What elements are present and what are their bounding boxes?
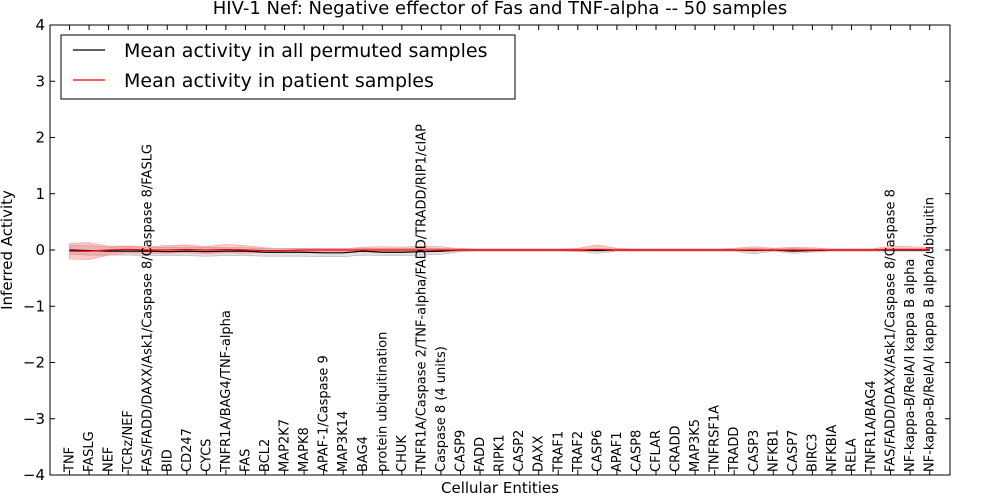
category-label: MAP3K5 [688, 419, 703, 472]
category-label: TRADD [727, 427, 742, 473]
category-label: TNFR1A/BAG4/TNF-alpha [219, 310, 234, 473]
category-label: CRADD [669, 426, 684, 473]
category-label: MAPK8 [297, 427, 312, 472]
category-label: CFLAR [649, 430, 664, 472]
category-label: BID [160, 449, 175, 472]
category-label: BCL2 [258, 439, 273, 472]
category-label: NEF [102, 447, 117, 472]
y-tick-label: 2 [35, 129, 45, 147]
category-label: NF-kappa-B/RelA/I kappa B alpha [903, 259, 918, 472]
legend-entry-2: Mean activity in patient samples [124, 70, 434, 92]
category-label: CASP8 [629, 430, 644, 472]
chart-title: HIV-1 Nef: Negative effector of Fas and … [213, 0, 788, 19]
category-label: APAF-1/Caspase 9 [317, 355, 332, 472]
category-label: CASP7 [786, 430, 801, 472]
category-label: TCRz/NEF [121, 410, 136, 473]
y-tick-label: 4 [35, 16, 45, 34]
category-label: CHUK [395, 435, 410, 472]
category-label: NF-kappa-B/RelA/I kappa B alpha/ubiquiti… [923, 197, 938, 472]
category-label: FAS [238, 449, 253, 472]
category-label: FAS/FADD/DAXX/Ask1/Caspase 8/Caspase 8 [884, 189, 899, 472]
category-label: NFKBIA [825, 425, 840, 472]
category-label: TNFR1A/BAG4 [864, 380, 879, 473]
y-tick-label: −1 [23, 297, 45, 315]
category-label: CD247 [180, 428, 195, 472]
y-tick-label: 3 [35, 72, 45, 90]
plot-area: 4 3 2 1 0 −1 −2 −3 −4 TNF FASLG NEF TCRz/NEF FAS/FADD… [23, 16, 951, 484]
category-label: MAP2K7 [278, 419, 293, 472]
category-label: Caspase 8 (4 units) [434, 346, 449, 472]
series-line-2 [69, 248, 930, 252]
category-label: NFKB1 [766, 429, 781, 472]
category-label: CASP3 [747, 430, 762, 472]
y-tick-label: 1 [35, 185, 45, 203]
category-label: CASP9 [454, 430, 469, 472]
category-label: MAP3K14 [336, 411, 351, 472]
y-tick-label: −4 [23, 466, 45, 484]
category-label: APAF1 [610, 431, 625, 472]
legend-entry-1: Mean activity in all permuted samples [124, 40, 487, 62]
category-label: BIRC3 [805, 434, 820, 473]
legend-box [60, 34, 516, 100]
x-axis-label: Cellular Entities [441, 479, 559, 497]
y-tick-label: 0 [35, 241, 45, 259]
category-label: FASLG [82, 431, 97, 472]
category-label: TNFRSF1A [708, 405, 723, 473]
category-label: protein ubiquitination [375, 332, 390, 472]
y-tick-label: −2 [23, 354, 45, 372]
category-label: TNFR1A/Caspase 2/TNF-alpha/FADD/TRADD/RI… [414, 124, 429, 473]
category-label: TRAF2 [571, 431, 586, 473]
category-label: TNF [63, 447, 78, 473]
y-axis-label: Inferred Activity [0, 190, 16, 310]
category-label: FAS/FADD/DAXX/Ask1/Caspase 8/Caspase 8/F… [141, 144, 156, 472]
category-label: TRAF1 [551, 431, 566, 473]
category-label: CASP2 [512, 430, 527, 472]
category-label: DAXX [532, 435, 547, 472]
category-label: RELA [845, 438, 860, 472]
category-label: RIPK1 [493, 434, 508, 472]
category-label: CASP6 [590, 430, 605, 472]
category-label: CYCS [199, 439, 214, 472]
category-label: BAG4 [356, 436, 371, 472]
y-tick-label: −3 [23, 410, 45, 428]
category-label: FADD [473, 437, 488, 472]
legend: Mean activity in all permuted samples Mea… [60, 34, 516, 100]
